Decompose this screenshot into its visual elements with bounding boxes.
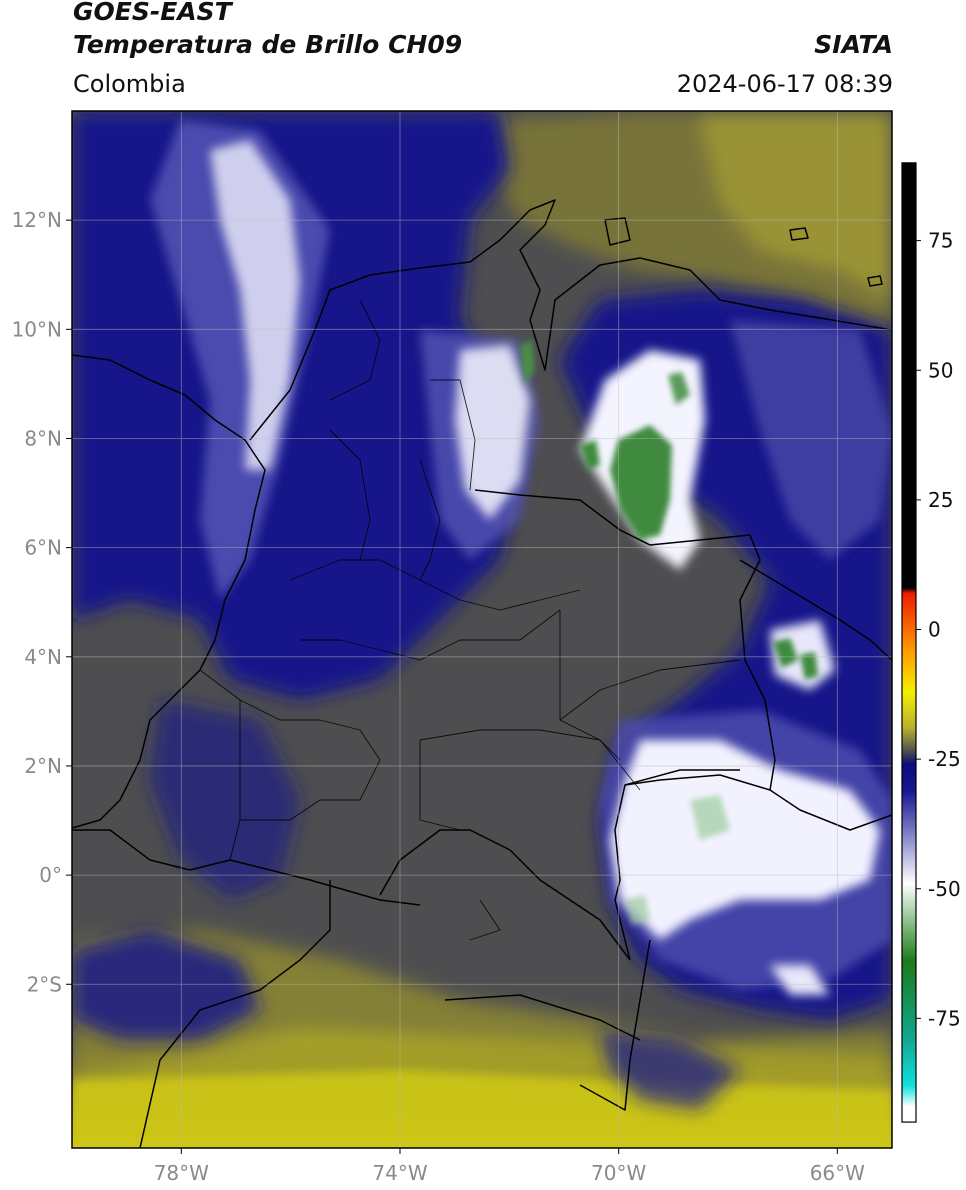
map-frame	[71, 110, 893, 1149]
country-borders	[72, 199, 892, 1148]
colorbar-tick-label: 50	[928, 358, 953, 382]
colorbar-gradient	[902, 162, 916, 1123]
lat-tick-label: 0°	[39, 863, 62, 887]
lon-tick-label: 66°W	[810, 1161, 865, 1185]
colorbar-tick-label: 0	[928, 618, 941, 642]
colorbar-tick-label: 75	[928, 229, 953, 253]
colorbar-frame	[901, 162, 917, 1123]
colorbar: 75 50 25 0 -25 -50 -75	[901, 162, 961, 1123]
colorbar-tick-label: 25	[928, 488, 953, 512]
lat-tick-label: 2°N	[24, 754, 62, 778]
lon-tick-label: 70°W	[591, 1161, 646, 1185]
lon-tick-label: 74°W	[372, 1161, 427, 1185]
lat-tick-label: 4°N	[24, 645, 62, 669]
timestamp-label: 2024-06-17 08:39	[676, 70, 893, 98]
department-borders	[199, 299, 741, 941]
satellite-title: GOES-EAST	[73, 0, 232, 26]
lat-tick-label: 8°N	[24, 426, 62, 450]
lon-tick-label: 78°W	[154, 1161, 209, 1185]
longitude-ticks: 78°W 74°W 70°W 66°W	[154, 1148, 865, 1185]
lat-tick-label: 2°S	[27, 972, 62, 996]
region-label: Colombia	[73, 70, 186, 98]
satellite-imagery	[72, 111, 892, 1148]
lat-tick-label: 12°N	[12, 208, 62, 232]
lat-tick-label: 10°N	[12, 317, 62, 341]
lat-tick-label: 6°N	[24, 536, 62, 560]
colorbar-tick-label: -50	[928, 877, 961, 901]
colorbar-tick-label: -25	[928, 747, 961, 771]
latitude-ticks: 12°N 10°N 8°N 6°N 4°N 2°N 0° 2°S	[12, 208, 72, 996]
colorbar-tick-label: -75	[928, 1006, 961, 1030]
graticule	[72, 111, 892, 1148]
brand-label: SIATA	[814, 30, 893, 59]
colorbar-ticks: 75 50 25 0 -25 -50 -75	[916, 229, 961, 1030]
product-title: Temperatura de Brillo CH09	[73, 30, 463, 59]
